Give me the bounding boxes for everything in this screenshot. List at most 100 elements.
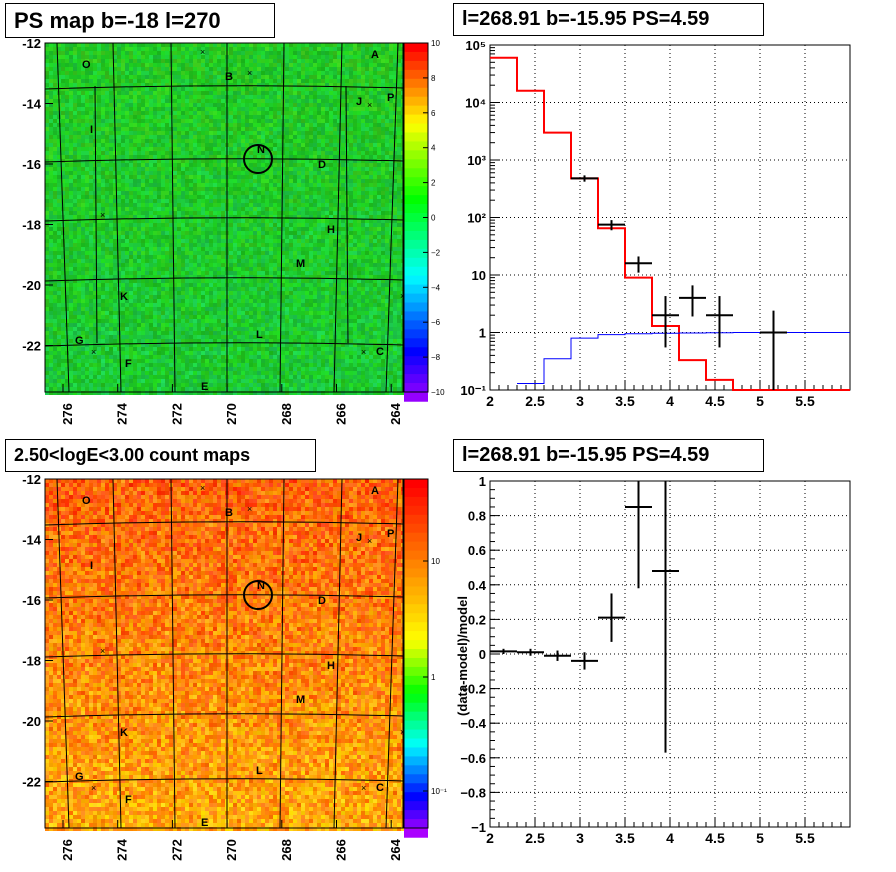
colorbar: 10 8 6 4 2 0 −2 −4 −6 −8 −10: [403, 39, 445, 402]
longitude-line: [112, 42, 122, 393]
y-tick-label: 10²: [467, 211, 486, 226]
latitude-line: [44, 653, 404, 658]
source-label: I: [90, 124, 93, 136]
source-label: N: [257, 580, 265, 592]
map-pixels: [45, 43, 405, 395]
y-tick-label: -20: [22, 714, 41, 729]
source-label: E: [201, 817, 208, 829]
source-label: H: [327, 660, 335, 672]
source-label: A: [371, 485, 379, 497]
latitude-line: [44, 594, 404, 599]
marker-x: ×: [91, 347, 96, 357]
source-circle: [243, 580, 273, 610]
map-frame: [44, 42, 404, 393]
longitude-line: [279, 478, 285, 829]
source-label: G: [75, 771, 84, 783]
marker-x: ×: [361, 783, 366, 793]
map-top-title: PS map b=-18 l=270: [5, 3, 275, 38]
colorbar-tick-label: 6: [431, 109, 436, 118]
model-step-line: [490, 56, 850, 391]
y-tick-label: -22: [22, 339, 41, 354]
residual-plot: 2 2.5 3 3.5 4 4.5 5 5.5 −1 −0.8 −0.6 −0.4 −0.2 0 0.2 0.…: [455, 474, 851, 846]
longitude-line: [56, 42, 70, 393]
residual-title: l=268.91 b=-15.95 PS=4.59: [453, 439, 764, 472]
y-tick-label: -14: [22, 533, 42, 548]
y-tick-label: 10³: [467, 153, 486, 168]
y-tick-label: 0.6: [468, 543, 486, 558]
marker-x: ×: [367, 100, 372, 110]
latitude-line: [44, 277, 404, 282]
source-label: L: [256, 765, 263, 777]
colorbar-tick-label: 8: [431, 74, 436, 83]
longitude-line: [385, 42, 399, 393]
data-point: [760, 310, 787, 390]
marker-x: ×: [247, 504, 252, 514]
x-tick-label: 274: [115, 402, 130, 424]
x-tick-label: 3: [576, 393, 584, 409]
map-bottom-title: 2.50<logE<3.00 count maps: [5, 439, 316, 472]
x-tick-label: 3.5: [615, 393, 635, 409]
x-tick-label: 5: [756, 393, 764, 409]
source-label: D: [318, 595, 326, 607]
longitude-line: [112, 478, 122, 829]
coordinate-grid: [44, 478, 404, 829]
source-label: E: [201, 381, 208, 393]
x-tick-label: 2.5: [525, 393, 545, 409]
source-label: C: [376, 782, 384, 794]
source-label: B: [225, 71, 233, 83]
data-point: [490, 648, 517, 654]
source-label: P: [387, 528, 394, 540]
x-tick-label: 5.5: [795, 393, 815, 409]
source-label: F: [125, 358, 132, 370]
marker-x: ×: [100, 210, 105, 220]
longitude-line: [333, 478, 343, 829]
longitude-line: [385, 478, 399, 829]
y-tick-label: 10: [472, 268, 486, 283]
x-tick-label: 4: [666, 830, 674, 846]
colorbar-tick-label: −6: [431, 318, 441, 327]
data-point: [625, 481, 652, 589]
latitude-line: [44, 521, 404, 526]
y-tick-label: 1: [479, 474, 486, 489]
source-label: B: [225, 507, 233, 519]
marker-x: ×: [100, 646, 105, 656]
x-tick-label: 4: [666, 393, 674, 409]
count-map-heatmap: O A B J P I N D H M K G L C F E × × × × × × × -12 -14 -16 -18 -20 -2…: [22, 472, 447, 861]
x-tick-label: 270: [224, 403, 239, 425]
data-point: [652, 481, 679, 753]
source-label: H: [327, 224, 335, 236]
x-tick-label: 268: [279, 839, 294, 861]
marker-x: ×: [400, 727, 405, 737]
source-label: K: [120, 291, 128, 303]
source-label: P: [387, 92, 394, 104]
latitude-line: [44, 342, 404, 347]
background-step-line: [517, 332, 850, 384]
latitude-line: [44, 217, 404, 222]
map-pixels: [45, 479, 405, 831]
y-tick-label: -12: [22, 472, 41, 487]
x-tick-label: 274: [115, 838, 130, 860]
colorbar-frame: [403, 478, 429, 829]
data-point: [625, 256, 652, 273]
x-tick-label: 2: [486, 393, 494, 409]
y-axis-label: (data-model)/model: [455, 596, 470, 716]
x-tick-label: 2: [486, 830, 494, 846]
y-tick-label: 1: [479, 326, 486, 341]
x-tick-label: 276: [60, 403, 75, 425]
source-label: L: [256, 329, 263, 341]
source-label: I: [90, 560, 93, 572]
x-tick-label: 4.5: [705, 830, 725, 846]
marker-x: ×: [361, 347, 366, 357]
x-tick-label: 272: [169, 403, 184, 425]
y-tick-label: 10⁻¹: [460, 383, 486, 398]
y-tick-label: −0.6: [460, 751, 486, 766]
source-label: C: [376, 346, 384, 358]
coordinate-grid: [44, 42, 404, 393]
longitude-line: [170, 478, 176, 829]
source-label: M: [296, 258, 305, 270]
marker-x: ×: [200, 47, 205, 57]
source-circle: [243, 144, 273, 174]
colorbar-tick-label: 1: [431, 673, 436, 682]
y-tick-label: -14: [22, 97, 42, 112]
